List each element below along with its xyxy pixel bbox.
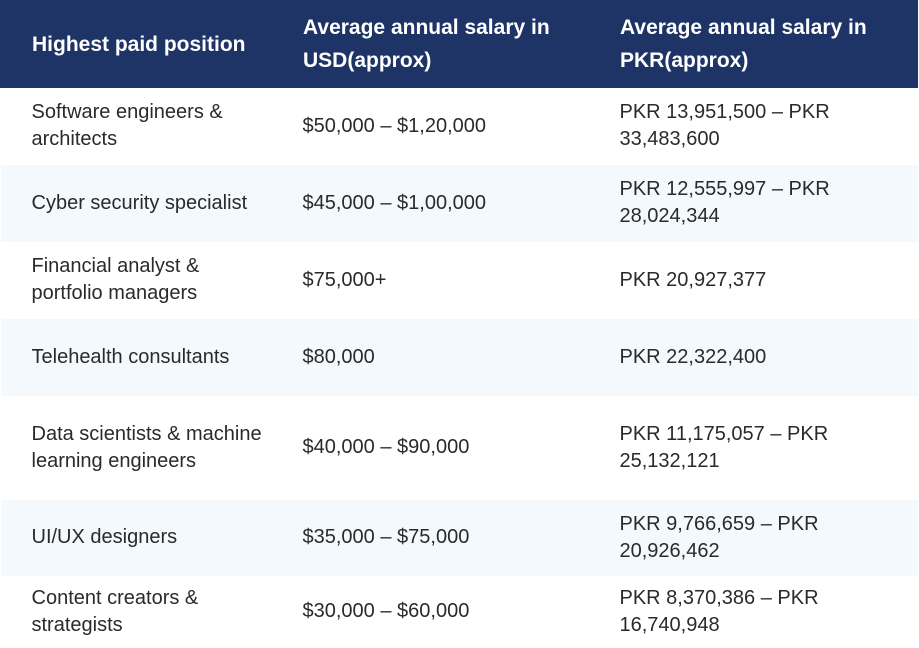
cell-pkr-salary: PKR 8,370,386 – PKR 16,740,948 xyxy=(596,575,918,648)
cell-position: Software engineers & architects xyxy=(0,87,276,165)
cell-pkr-salary: PKR 11,175,057 – PKR 25,132,121 xyxy=(596,395,918,500)
header-position: Highest paid position xyxy=(0,0,276,88)
header-pkr-salary: Average annual salary in PKR(approx) xyxy=(596,0,918,88)
cell-usd-salary: $45,000 – $1,00,000 xyxy=(275,164,597,242)
header-usd-salary: Average annual salary in USD(approx) xyxy=(275,0,597,88)
cell-position: Content creators & strategists xyxy=(0,575,276,648)
cell-usd-salary: $80,000 xyxy=(275,318,597,396)
cell-usd-salary: $40,000 – $90,000 xyxy=(275,395,597,500)
table-row: Data scientists & machine learning engin… xyxy=(0,395,918,500)
cell-pkr-salary: PKR 13,951,500 – PKR 33,483,600 xyxy=(596,87,918,165)
table-row: Cyber security specialist $45,000 – $1,0… xyxy=(0,164,918,242)
cell-pkr-salary: PKR 22,322,400 xyxy=(596,318,918,396)
table-header: Highest paid position Average annual sal… xyxy=(0,0,918,88)
cell-position: UI/UX designers xyxy=(0,499,276,576)
cell-pkr-salary: PKR 20,927,377 xyxy=(596,241,918,319)
cell-usd-salary: $75,000+ xyxy=(275,241,597,319)
table-row: Content creators & strategists $30,000 –… xyxy=(0,575,918,648)
header-row: Highest paid position Average annual sal… xyxy=(0,0,918,88)
cell-usd-salary: $30,000 – $60,000 xyxy=(275,575,597,648)
table-row: Software engineers & architects $50,000 … xyxy=(0,87,918,165)
cell-pkr-salary: PKR 9,766,659 – PKR 20,926,462 xyxy=(596,499,918,576)
cell-position: Telehealth consultants xyxy=(0,318,276,396)
cell-usd-salary: $35,000 – $75,000 xyxy=(275,499,597,576)
cell-position: Financial analyst & portfolio managers xyxy=(0,241,276,319)
cell-position: Data scientists & machine learning engin… xyxy=(0,395,276,500)
cell-position: Cyber security specialist xyxy=(0,164,276,242)
table-row: Telehealth consultants $80,000 PKR 22,32… xyxy=(0,318,918,396)
table-row: UI/UX designers $35,000 – $75,000 PKR 9,… xyxy=(0,499,918,576)
cell-pkr-salary: PKR 12,555,997 – PKR 28,024,344 xyxy=(596,164,918,242)
table-body: Software engineers & architects $50,000 … xyxy=(0,87,918,648)
cell-usd-salary: $50,000 – $1,20,000 xyxy=(275,87,597,165)
table-row: Financial analyst & portfolio managers $… xyxy=(0,241,918,319)
